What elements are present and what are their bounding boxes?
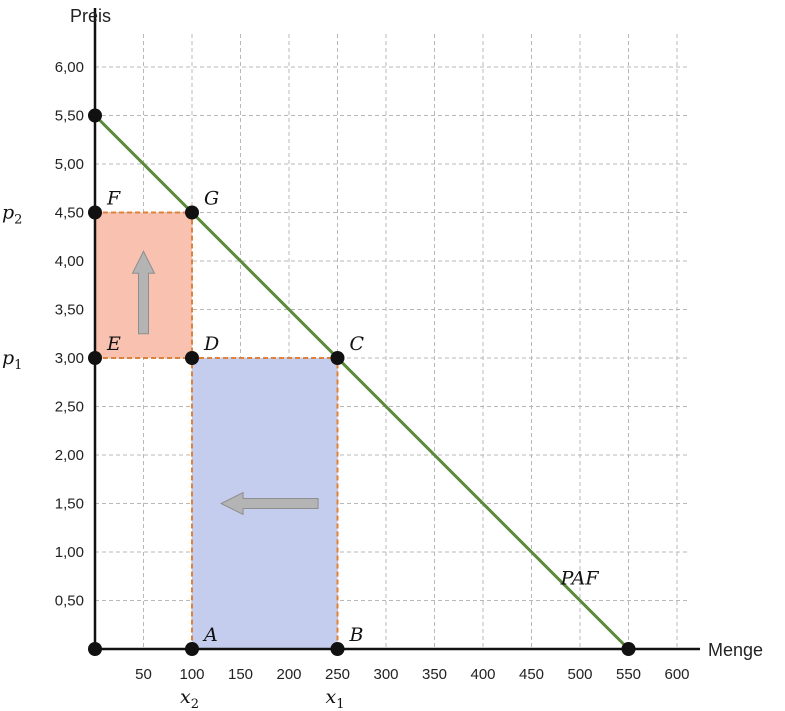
y-marker-p2: p2 [2, 202, 22, 228]
y-tick-label: 3,50 [55, 302, 84, 319]
demand-curve-line [93, 114, 630, 651]
demand-curve-layer [93, 114, 630, 651]
x-axis-title: Menge [708, 640, 763, 660]
x-tick-label: 300 [373, 666, 398, 683]
x-marker-x1: x1 [326, 686, 345, 711]
y-tick-label: 5,00 [55, 156, 84, 173]
y-tick-label: 3,00 [55, 350, 84, 367]
arrows [131, 250, 319, 516]
y-tick-label: 4,00 [55, 253, 84, 270]
data-point [88, 108, 102, 123]
x-tick-label: 50 [135, 666, 152, 683]
y-tick-label: 2,00 [55, 447, 84, 464]
y-tick-label: 1,00 [55, 544, 84, 561]
y-tick-label: 6,00 [55, 59, 84, 76]
x-tick-label: 450 [519, 666, 544, 683]
point-label-e: E [106, 333, 121, 355]
y-tick-label: 1,50 [55, 496, 84, 513]
y-tick-label: 0,50 [55, 593, 84, 610]
y-tick-label: 5,50 [55, 108, 84, 125]
tick-labels: 50 100 150 200 250 300 350 400 450 500 550 600 0,50 1… [55, 59, 690, 683]
data-point-a [185, 642, 199, 656]
price-increase-arrow [131, 250, 156, 335]
data-point-d [185, 351, 199, 365]
y-tick-label: 4,50 [55, 205, 84, 222]
point-label-g: G [204, 188, 219, 210]
x-tick-label: 500 [567, 666, 592, 683]
point-label-c: C [350, 333, 365, 355]
data-point-b [330, 642, 345, 656]
shaded-regions [95, 211, 339, 649]
y-marker-p1: p1 [2, 347, 22, 373]
data-point [88, 642, 102, 656]
x-tick-label: 550 [616, 666, 641, 683]
point-label-b: B [349, 624, 364, 646]
points [88, 108, 636, 656]
x-marker-x2: x2 [180, 686, 199, 711]
x-tick-label: 150 [228, 666, 253, 683]
point-label-f: F [106, 188, 121, 210]
point-label-a: A [202, 624, 218, 646]
data-point-f [88, 205, 102, 220]
x-tick-label: 600 [664, 666, 689, 683]
x-tick-label: 250 [325, 666, 350, 683]
y-tick-label: 2,50 [55, 399, 84, 416]
data-point [621, 642, 636, 656]
data-point-e [88, 351, 102, 365]
x-tick-label: 400 [470, 666, 495, 683]
x-tick-label: 200 [276, 666, 301, 683]
y-axis-title: Preis [70, 6, 111, 26]
x-tick-label: 100 [179, 666, 204, 683]
point-label-d: D [203, 333, 219, 355]
curve-label-paf: PAF [560, 567, 600, 589]
data-point-c [330, 351, 345, 365]
x-tick-label: 350 [422, 666, 447, 683]
data-point-g [185, 205, 199, 220]
quantity-decrease-arrow [219, 491, 319, 516]
